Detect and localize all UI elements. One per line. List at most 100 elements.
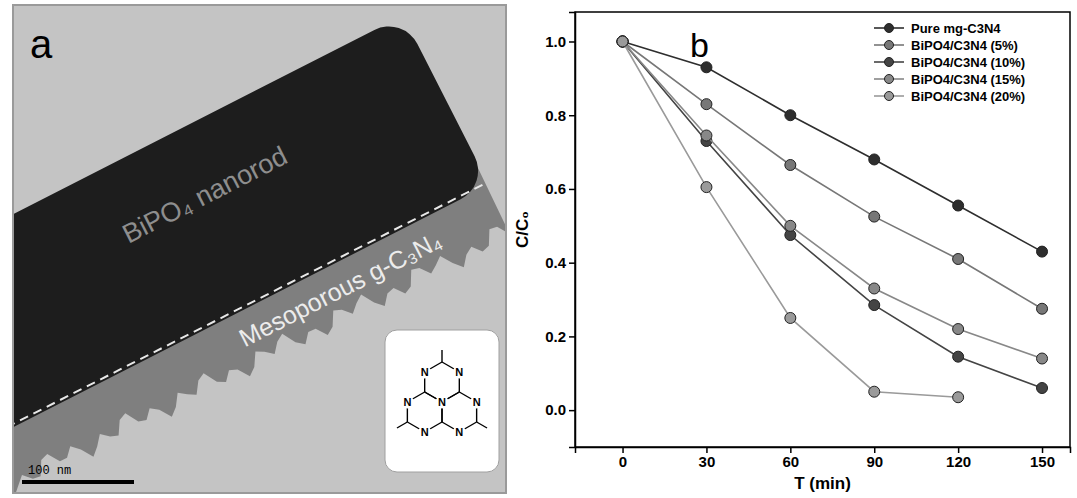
atom-background [453,366,466,379]
series-marker [1037,353,1048,364]
legend-swatch-marker [885,75,894,84]
legend-item: BiPO4/C3N4 (15%) [874,72,1025,87]
series-marker [953,324,964,335]
y-tick: 0.8 [545,107,575,124]
bond-stub [397,422,407,428]
x-axis: 0 30 60 90 120 150 [576,447,1071,470]
scale-bar [22,480,134,484]
x-tick: 0 [619,447,627,470]
x-tick-label: 0 [619,453,627,470]
series-marker [617,36,628,47]
atom-background [401,396,414,409]
legend-swatch-marker [885,92,894,101]
atom-background [418,366,431,379]
y-axis-title: C/C₀ [513,211,532,248]
x-tick-label: 60 [782,453,799,470]
y-tick-label: 0.4 [545,254,567,271]
y-tick: 1.0 [545,33,575,50]
y-tick-label: 1.0 [545,33,566,50]
x-tick: 30 [699,447,716,470]
figure: BiPO₄ nanorodMesoporous g-C₃N₄a100 nmNNN… [0,0,1077,498]
y-tick: 0.4 [545,254,575,271]
structure-bonds [397,350,487,432]
series-marker [869,300,880,311]
legend-label: BiPO4/C3N4 (15%) [911,72,1025,87]
y-tick: 0.6 [545,180,575,197]
legend-swatch-marker [885,58,894,67]
series-marker [617,36,628,47]
atom-background [453,426,466,439]
series-marker [785,220,796,231]
x-axis-line [576,448,1071,454]
bond-stub [477,422,487,428]
y-tick-label: 0.0 [545,401,566,418]
series-line [623,41,1042,251]
legend: Pure mg-C3N4 BiPO4/C3N4 (5%) BiPO4/C3N4 (1… [874,21,1025,104]
y-tick-mark [569,189,575,191]
series-marker [617,36,628,47]
series-marker [701,99,712,110]
series-marker [617,36,628,47]
series-marker [701,130,712,141]
series-marker [785,159,796,170]
x-tick: 120 [946,447,971,470]
y-tick: 0.2 [545,328,575,345]
x-tick-label: 120 [946,453,971,470]
atom-label: N [438,396,446,408]
legend-item: BiPO4/C3N4 (20%) [874,89,1025,104]
atom-label: N [455,426,463,438]
series [617,36,1047,364]
panel-letter: b [690,26,709,64]
scale-bar-label: 100 nm [28,464,71,478]
series-line [623,41,1042,308]
legend-item: BiPO4/C3N4 (5%) [874,38,1018,53]
legend-label: Pure mg-C3N4 [911,21,1001,36]
atom-background [470,396,483,409]
series-marker [617,36,628,47]
x-tick-label: 90 [866,453,883,470]
y-tick-mark [569,410,575,412]
atom-label: N [421,366,429,378]
tem-image: BiPO₄ nanorodMesoporous g-C₃N₄ [14,6,505,492]
atom-label: N [421,426,429,438]
series-line [623,41,1042,388]
y-axis: 0.0 0.2 0.4 0.6 0.8 1.0 [545,13,575,448]
series-marker [701,182,712,193]
atom-label: N [473,396,481,408]
series-line [623,41,1042,358]
x-tick-label: 30 [699,453,716,470]
series-marker [785,110,796,121]
series-marker [869,283,880,294]
y-axis-line [569,13,576,448]
y-tick-mark [569,336,575,338]
panel-letter: a [30,22,53,66]
legend-label: BiPO4/C3N4 (10%) [911,55,1025,70]
x-tick: 90 [866,447,883,470]
nanorod-group: BiPO₄ nanorodMesoporous g-C₃N₄ [14,15,505,492]
panel-b: 0.0 0.2 0.4 0.6 0.8 1.0 0 30 60 90 120 150 C/C₀ T (mi… [513,12,1071,493]
x-axis-title: T (min) [794,474,851,493]
y-tick-mark [569,115,575,117]
legend-item: Pure mg-C3N4 [874,21,1001,36]
series [617,36,1047,314]
series-marker [1037,246,1048,257]
plot-area [617,36,1047,403]
series-marker [953,200,964,211]
series-marker [1037,383,1048,394]
legend-swatch-marker [885,24,894,33]
atom-label: N [403,396,411,408]
x-tick-label: 150 [1030,453,1055,470]
structure-inset: N N N N N N N [385,330,499,472]
series-marker [869,154,880,165]
plot-frame [575,12,1070,447]
inset-box [385,330,499,472]
atom-label: N [455,366,463,378]
y-tick-label: 0.8 [545,107,566,124]
bond-stub [441,350,442,362]
y-tick-label: 0.6 [545,180,566,197]
x-tick: 150 [1030,447,1055,470]
series-marker [869,386,880,397]
legend-item: BiPO4/C3N4 (10%) [874,55,1025,70]
y-tick-label: 0.2 [545,328,566,345]
y-tick: 0.0 [545,401,575,418]
